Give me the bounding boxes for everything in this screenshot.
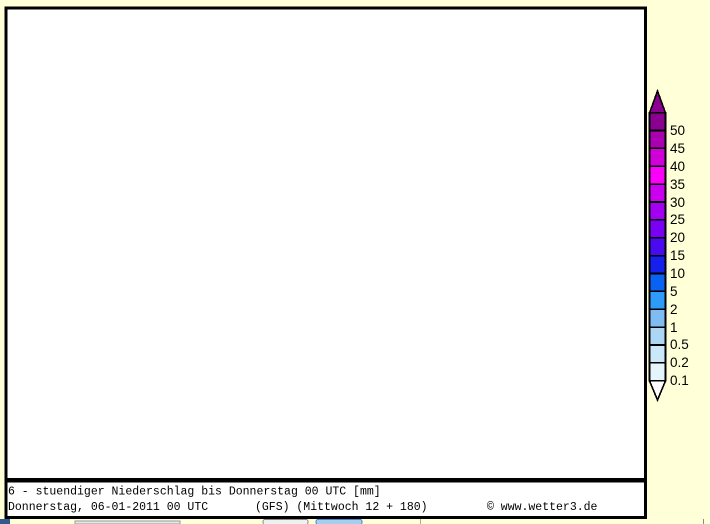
svg-text:45: 45 [670,141,685,156]
svg-text:0.2: 0.2 [670,355,689,370]
svg-text:10: 10 [670,266,685,281]
svg-text:6 - stuendiger Niederschlag bi: 6 - stuendiger Niederschlag bis Donnerst… [8,486,381,499]
svg-text:0.1: 0.1 [670,373,689,388]
svg-text:40: 40 [670,159,685,174]
svg-text:30: 30 [670,195,685,210]
svg-text:35: 35 [670,177,685,192]
svg-text:20: 20 [670,230,685,245]
svg-text:25: 25 [670,212,685,227]
svg-text:0.5: 0.5 [670,337,689,352]
svg-text:50: 50 [670,123,685,138]
svg-text:1: 1 [670,320,678,335]
svg-text:2: 2 [670,302,678,317]
svg-text:15: 15 [670,248,685,263]
svg-text:5: 5 [670,284,678,299]
svg-text:Donnerstag, 06-01-2011 00 UTC: Donnerstag, 06-01-2011 00 UTC [8,501,208,514]
svg-text:(GFS) (Mittwoch 12 + 180): (GFS) (Mittwoch 12 + 180) [255,501,428,514]
svg-text:© www.wetter3.de: © www.wetter3.de [487,501,598,514]
